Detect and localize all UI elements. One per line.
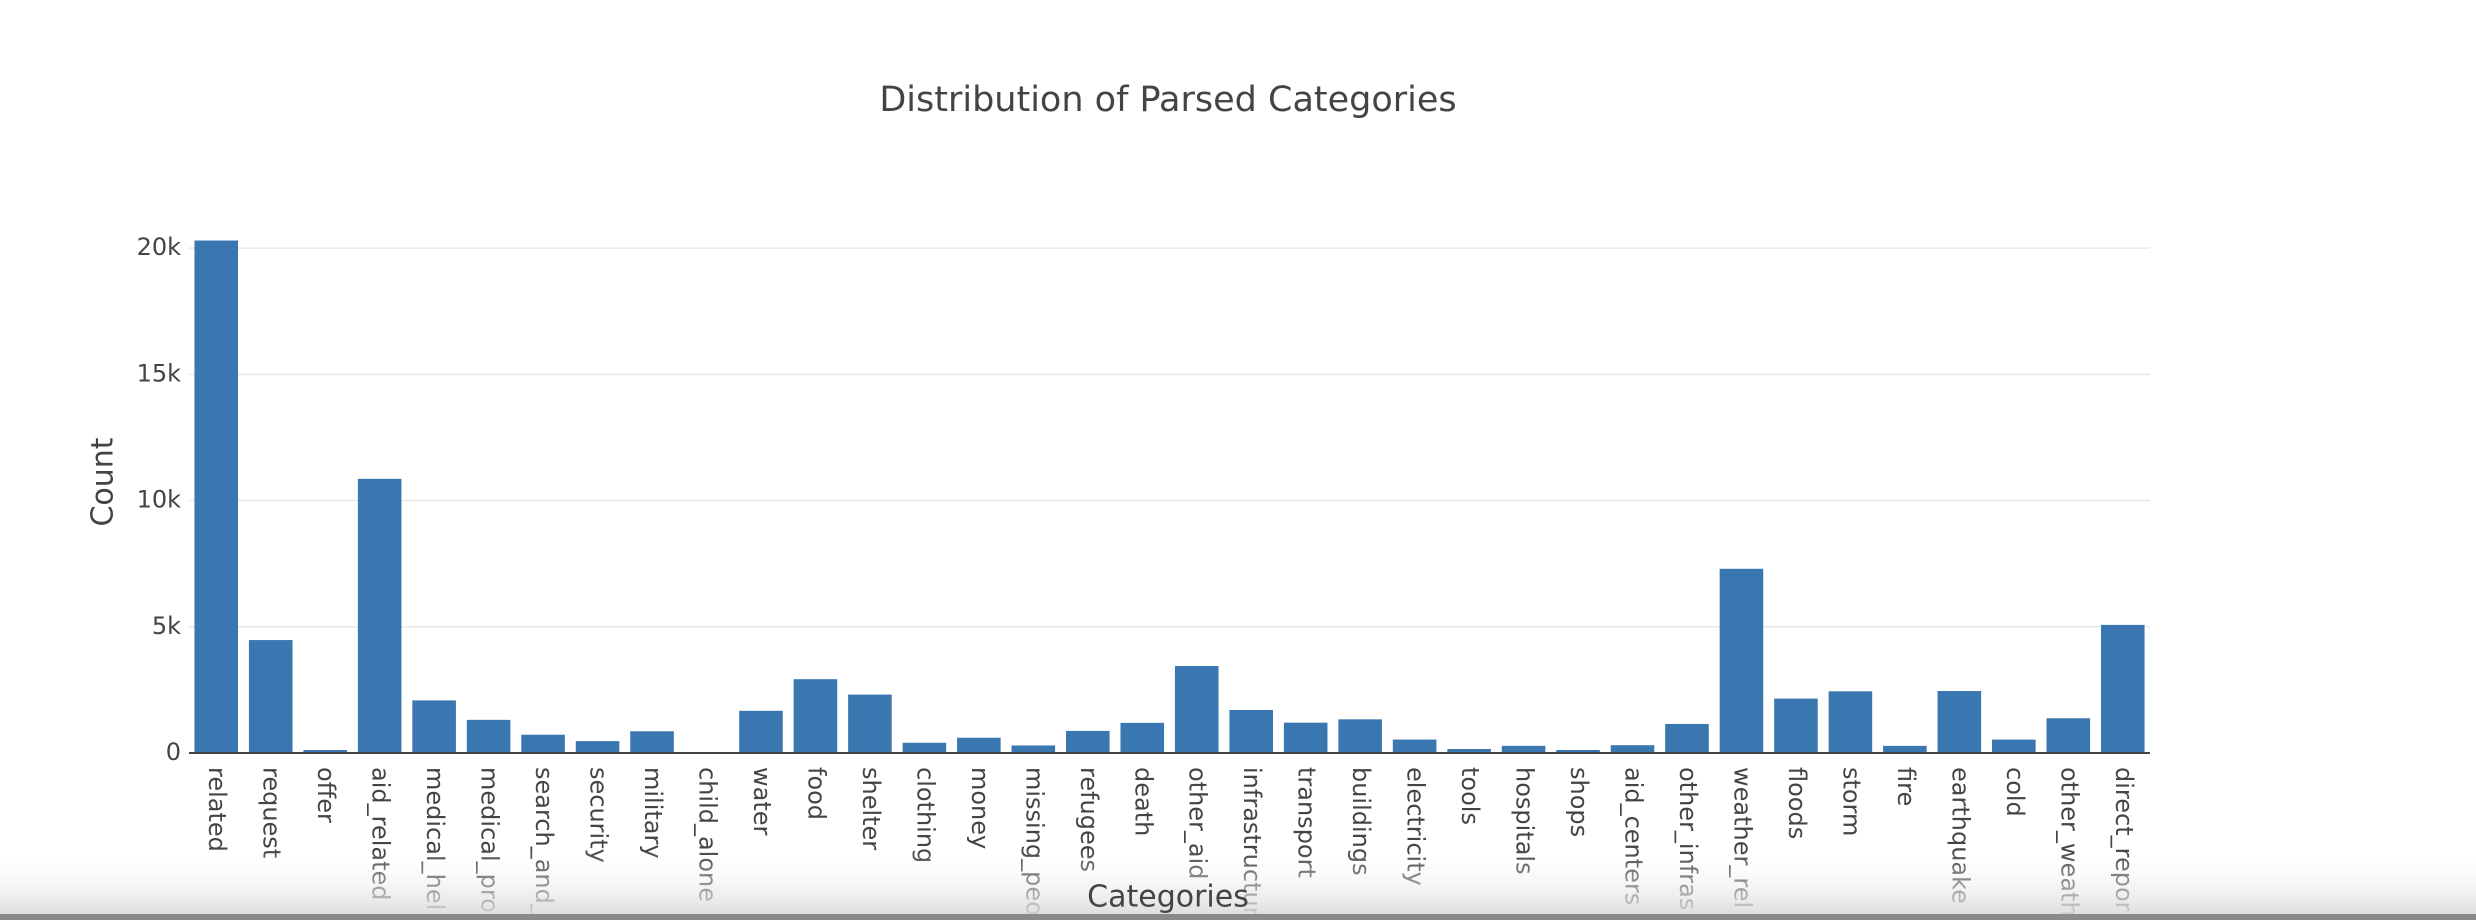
bar xyxy=(1774,698,1818,753)
bar xyxy=(575,741,620,753)
x-tick-label: cold xyxy=(2001,767,2029,817)
x-tick-label: food xyxy=(802,767,830,820)
bar xyxy=(2046,718,2091,753)
bar xyxy=(1610,745,1655,753)
bar xyxy=(248,640,293,753)
bar xyxy=(1992,739,2036,753)
bar xyxy=(957,737,1001,753)
x-tick-label: floods xyxy=(1783,767,1811,839)
x-tick-label: tools xyxy=(1456,767,1484,825)
bar xyxy=(1828,691,1873,753)
bar xyxy=(1937,691,1982,753)
bar xyxy=(357,478,402,753)
x-tick-label: death xyxy=(1129,767,1157,836)
window-shade xyxy=(0,850,2476,920)
x-tick-label: storm xyxy=(1837,767,1865,836)
bar xyxy=(1338,719,1382,753)
bar xyxy=(1447,748,1491,753)
x-tick-label: money xyxy=(966,767,994,849)
bar xyxy=(630,731,674,753)
bar xyxy=(1120,722,1165,753)
bar xyxy=(1501,745,1546,753)
bar xyxy=(2100,624,2145,753)
bar xyxy=(303,750,347,753)
x-axis-title: Categories xyxy=(1087,880,1249,915)
bar xyxy=(848,694,892,753)
x-tick-label: offer xyxy=(312,767,340,823)
bar xyxy=(1883,745,1927,753)
y-axis-title: Count xyxy=(86,437,121,526)
x-tick-label: fire xyxy=(1892,767,1920,806)
y-tick-label: 15k xyxy=(137,359,182,387)
bar xyxy=(1392,739,1437,753)
bar xyxy=(1229,709,1273,753)
x-tick-label: shops xyxy=(1565,767,1593,837)
bar xyxy=(1719,568,1764,753)
x-tick-label: related xyxy=(203,767,231,852)
bar xyxy=(793,679,838,753)
bar xyxy=(1665,723,1709,753)
y-tick-label: 0 xyxy=(166,738,181,766)
bar xyxy=(1283,722,1328,753)
x-tick-label: request xyxy=(258,767,286,858)
x-tick-label: shelter xyxy=(857,767,885,850)
chart-title: Distribution of Parsed Categories xyxy=(879,80,1456,120)
bar xyxy=(1066,730,1110,753)
bar xyxy=(466,719,511,753)
x-tick-label: water xyxy=(748,767,776,836)
bar xyxy=(739,710,783,753)
bar xyxy=(1556,749,1600,753)
x-tick-label: clothing xyxy=(911,767,939,863)
bar xyxy=(1011,745,1056,753)
x-tick-label: security xyxy=(585,767,613,863)
bar xyxy=(412,700,456,753)
bar xyxy=(521,734,565,753)
y-tick-label: 20k xyxy=(137,233,182,261)
window-edge xyxy=(0,914,2476,920)
bar xyxy=(1174,666,1219,753)
bar xyxy=(194,240,239,753)
bar xyxy=(902,742,947,753)
x-tick-label: military xyxy=(639,767,667,859)
y-tick-label: 10k xyxy=(137,486,182,514)
y-tick-label: 5k xyxy=(152,612,181,640)
